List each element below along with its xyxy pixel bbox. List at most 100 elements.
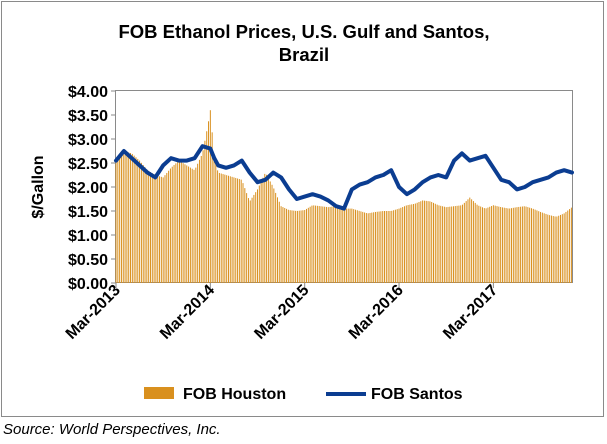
houston-bar [149,172,151,283]
houston-bar [195,167,197,283]
houston-bar [295,210,297,283]
houston-bar [456,205,458,283]
houston-bar [518,206,520,283]
houston-bar [186,165,188,283]
houston-bar [213,154,215,283]
houston-bar [521,206,523,283]
houston-bar [570,207,572,283]
houston-bars [115,110,572,283]
houston-bar [471,199,473,283]
houston-bar [251,197,253,283]
houston-bar [545,213,547,283]
houston-bar [380,211,382,283]
houston-bar [209,110,211,283]
y-tick-label: $0.00 [68,276,108,293]
houston-bar [130,153,132,283]
y-tick-label: $2.00 [68,180,108,197]
houston-bar [393,210,395,283]
houston-bar [266,174,268,283]
houston-bar [407,205,409,283]
houston-bar [140,162,142,283]
x-tick-label: Mar-2016 [346,282,407,343]
houston-bar [162,177,164,283]
houston-bar [530,208,532,283]
houston-bar [525,206,527,283]
houston-bar [300,210,302,283]
houston-bar [356,210,358,283]
houston-bar [296,210,298,283]
houston-bar [469,197,471,283]
houston-bar [351,208,353,283]
houston-bar [222,174,224,283]
houston-bar [443,206,445,283]
y-tick-label: $1.50 [68,204,108,221]
houston-bar [472,201,474,283]
houston-bar [369,212,371,283]
houston-bar [302,210,304,283]
x-axis-ticks: Mar-2013 Mar-2014 Mar-2015 Mar-2016 Mar-2017 [63,282,502,343]
houston-bar [155,175,157,283]
houston-bar [293,210,295,283]
houston-bar [403,206,405,283]
houston-bar [191,168,193,283]
houston-bar [485,208,487,283]
houston-bar [563,213,565,283]
houston-bar [242,183,244,283]
houston-bar [554,216,556,283]
houston-bar [431,201,433,283]
houston-bar [498,206,500,283]
houston-bar [206,131,208,283]
houston-bar [316,205,318,283]
houston-bar [429,201,431,283]
houston-bar [117,158,119,283]
houston-bar [534,209,536,283]
houston-bar [364,212,366,283]
houston-bar [565,211,567,283]
houston-bar [391,210,393,283]
houston-bar [235,177,237,283]
houston-bar [202,150,204,283]
houston-bar [115,160,117,283]
houston-bar [146,169,148,283]
houston-bar [516,207,518,283]
houston-bar [271,184,273,283]
houston-bar [425,200,427,283]
houston-bar [462,204,464,283]
houston-bar [160,176,162,283]
houston-bar [416,202,418,283]
houston-bar [318,206,320,283]
houston-bar [492,205,494,283]
houston-bar [460,205,462,283]
houston-bar [512,207,514,283]
houston-bar [414,203,416,283]
houston-bar [211,132,213,283]
houston-bar [244,188,246,283]
houston-bar [344,208,346,283]
houston-bar [396,209,398,283]
houston-bar [376,211,378,283]
houston-bar [215,163,217,283]
houston-bar [385,211,387,283]
houston-bar [142,165,144,283]
houston-bar [159,176,161,283]
x-tick-label: Mar-2015 [251,282,312,343]
houston-bar [501,207,503,283]
houston-bar [273,188,275,283]
houston-bar [139,160,141,283]
houston-bar [436,204,438,283]
y-axis-label: $/Gallon [30,155,47,218]
legend-houston-label: FOB Houston [183,386,286,403]
houston-bar [179,160,180,283]
y-tick-label: $0.50 [68,252,108,269]
houston-bar [335,206,337,283]
houston-bar [507,208,509,283]
houston-bar [458,205,460,283]
houston-bar [474,202,476,283]
houston-bar [309,206,311,283]
houston-bar [257,189,259,283]
houston-bar [465,201,467,283]
houston-bar [433,202,435,283]
houston-bar [496,206,498,283]
houston-bar [171,166,173,283]
houston-bar [315,205,317,283]
